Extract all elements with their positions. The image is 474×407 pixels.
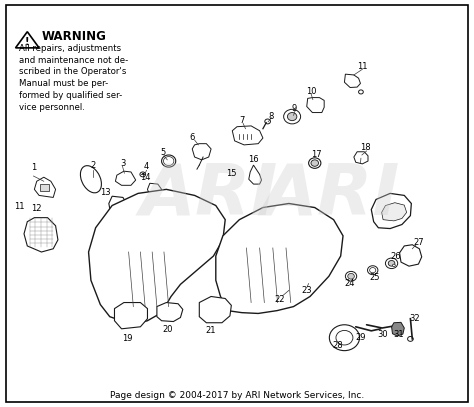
Text: 24: 24 <box>344 279 355 288</box>
Text: !: ! <box>25 37 29 47</box>
Polygon shape <box>371 193 411 229</box>
Circle shape <box>408 337 413 341</box>
Circle shape <box>392 264 395 267</box>
Polygon shape <box>382 203 407 221</box>
Circle shape <box>311 160 319 166</box>
Polygon shape <box>400 245 422 266</box>
Circle shape <box>388 260 395 266</box>
Text: All repairs, adjustments
and maintenance not de-
scribed in the Operator's
Manua: All repairs, adjustments and maintenance… <box>19 44 128 112</box>
Text: 26: 26 <box>391 252 401 261</box>
Text: ARI: ARI <box>262 161 401 230</box>
Circle shape <box>283 109 301 124</box>
Text: 11: 11 <box>356 61 367 70</box>
Polygon shape <box>115 302 147 329</box>
Text: 18: 18 <box>360 143 371 152</box>
Circle shape <box>329 325 359 351</box>
Polygon shape <box>192 144 211 160</box>
Text: Page design © 2004-2017 by ARI Network Services, Inc.: Page design © 2004-2017 by ARI Network S… <box>110 391 364 400</box>
Text: 29: 29 <box>356 333 366 342</box>
Polygon shape <box>249 165 262 184</box>
Text: 2: 2 <box>91 161 96 170</box>
Circle shape <box>346 271 357 281</box>
Circle shape <box>146 196 152 201</box>
Text: 31: 31 <box>393 330 403 339</box>
Text: 10: 10 <box>306 87 317 96</box>
Polygon shape <box>24 218 58 252</box>
Text: 14: 14 <box>140 173 150 182</box>
Text: 8: 8 <box>268 112 273 121</box>
Polygon shape <box>40 184 48 190</box>
Text: 20: 20 <box>163 325 173 334</box>
Text: 3: 3 <box>120 159 125 168</box>
Polygon shape <box>199 296 231 323</box>
Polygon shape <box>116 171 136 185</box>
Circle shape <box>265 119 271 124</box>
Text: 6: 6 <box>190 133 195 142</box>
Polygon shape <box>392 322 404 336</box>
Text: 16: 16 <box>248 155 259 164</box>
Text: 15: 15 <box>226 168 237 178</box>
Text: 21: 21 <box>206 326 216 335</box>
Text: 30: 30 <box>377 330 387 339</box>
Text: 9: 9 <box>292 104 297 113</box>
Text: ARI: ARI <box>139 161 278 230</box>
Text: 12: 12 <box>31 204 42 213</box>
Text: 5: 5 <box>160 149 165 158</box>
Text: 7: 7 <box>239 116 245 125</box>
Polygon shape <box>157 302 183 322</box>
Circle shape <box>358 90 363 94</box>
Text: 11: 11 <box>14 202 25 211</box>
Text: 23: 23 <box>301 286 311 295</box>
Text: 13: 13 <box>100 188 110 197</box>
Polygon shape <box>232 126 263 145</box>
Polygon shape <box>109 196 134 222</box>
Text: 1: 1 <box>31 163 36 172</box>
Polygon shape <box>147 183 162 197</box>
Polygon shape <box>89 189 225 325</box>
Polygon shape <box>354 152 368 164</box>
Text: WARNING: WARNING <box>41 31 106 44</box>
Polygon shape <box>16 32 39 48</box>
Circle shape <box>336 330 353 345</box>
Text: 27: 27 <box>413 238 424 247</box>
Text: 25: 25 <box>370 273 380 282</box>
Text: 4: 4 <box>144 162 149 171</box>
Circle shape <box>348 274 355 279</box>
Text: 17: 17 <box>311 150 321 159</box>
Circle shape <box>287 113 297 120</box>
Text: 19: 19 <box>122 335 133 344</box>
Text: 28: 28 <box>332 341 343 350</box>
Circle shape <box>385 258 398 269</box>
Text: 22: 22 <box>274 295 285 304</box>
Circle shape <box>309 158 321 168</box>
Polygon shape <box>345 74 360 88</box>
Polygon shape <box>307 98 324 113</box>
Polygon shape <box>216 204 343 313</box>
Circle shape <box>140 172 146 177</box>
Text: 32: 32 <box>410 314 420 323</box>
Polygon shape <box>35 177 55 197</box>
